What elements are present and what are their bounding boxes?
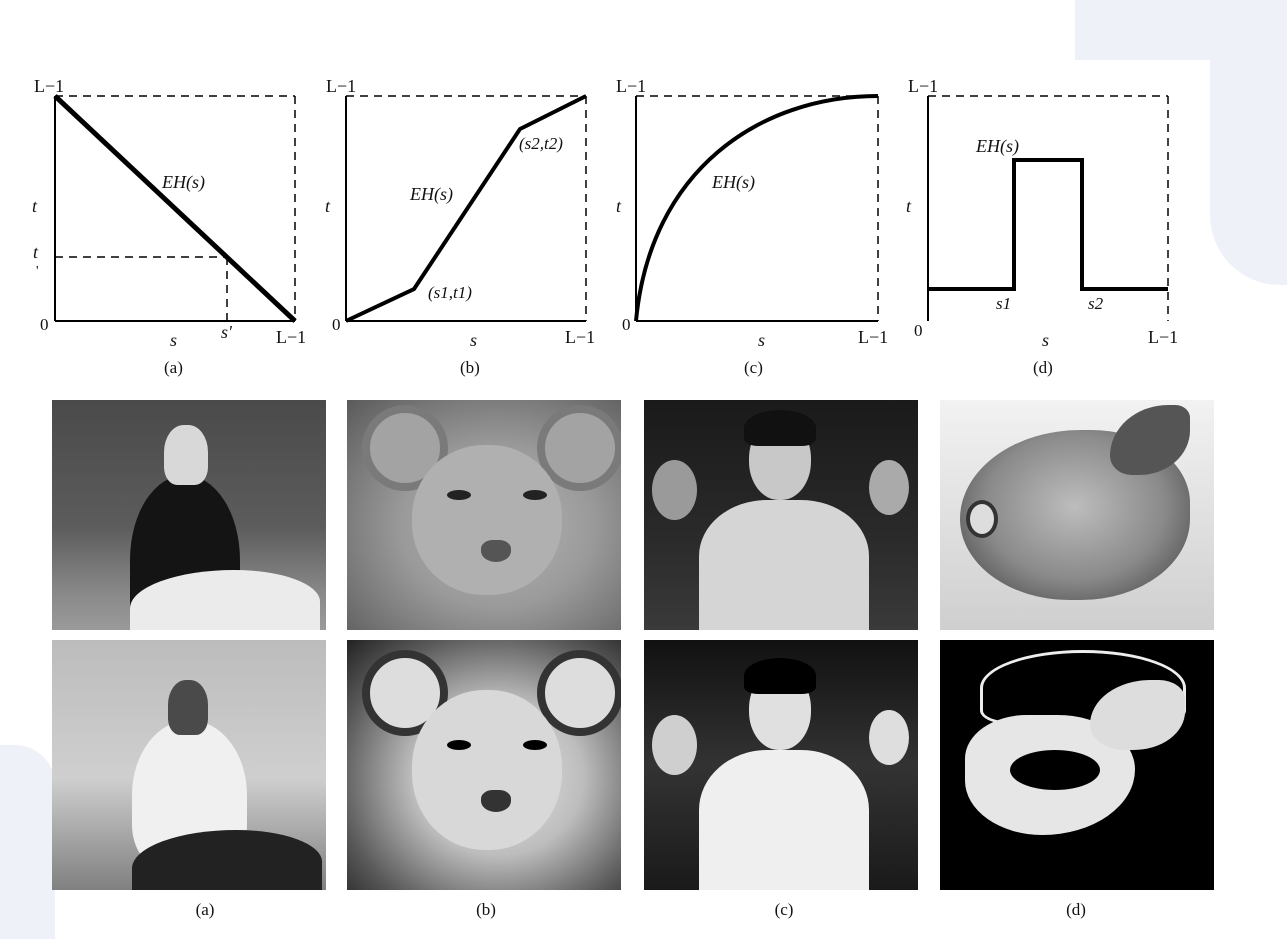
woman-dress (699, 500, 869, 630)
man-processed-right (869, 710, 909, 765)
lion-processed-eye-left (447, 740, 471, 750)
plot-d-top-label: L−1 (908, 76, 938, 96)
plot-d: L−1 EH(s) t s1 s2 0 s L−1 (906, 76, 1178, 350)
plot-b-x-max-label: L−1 (565, 327, 595, 347)
lion-processed-nose (481, 790, 511, 812)
lion-eye-left (447, 490, 471, 500)
woman-hair (744, 410, 816, 446)
plot-a-t-prime: t (33, 242, 39, 262)
plot-a-caption: (a) (164, 358, 183, 377)
plot-d-curve-label: EH(s) (975, 136, 1019, 157)
eagle-processed-base (132, 830, 322, 890)
man-processed-left (652, 715, 697, 775)
man-right (869, 460, 909, 515)
plot-c-caption: (c) (744, 358, 763, 377)
plot-d-x-max-label: L−1 (1148, 327, 1178, 347)
plot-a-top-label: L−1 (34, 76, 64, 96)
plot-a-t-prime-mark: ' (36, 264, 39, 279)
image-caption-d: (d) (1066, 900, 1086, 919)
plot-a-y-label: t (32, 196, 38, 216)
plot-b-caption: (b) (460, 358, 480, 377)
plot-b-point2: (s2,t2) (519, 134, 563, 153)
plot-b-y-label: t (325, 196, 331, 216)
eagle-processed-head (168, 680, 208, 735)
lion-processed-ear-right (537, 650, 621, 736)
plot-c-curve (634, 94, 879, 322)
image-caption-b: (b) (476, 900, 496, 919)
plot-a: L−1 EH(s) t t ' 0 s s' L−1 (32, 76, 306, 350)
plot-b: L−1 EH(s) (s2,t2) (s1,t1) t 0 s L−1 (325, 76, 595, 350)
plot-b-x-label: s (470, 330, 477, 350)
plot-a-s-prime: s' (221, 322, 233, 342)
lion-eye-right (523, 490, 547, 500)
lion-processed-face (412, 690, 562, 850)
plot-a-x-label: s (170, 330, 177, 350)
plot-c-x-label: s (758, 330, 765, 350)
transfer-function-plots: L−1 EH(s) t t ' 0 s s' L−1 L−1 EH(s) (s2… (32, 76, 1178, 377)
lion-cub-original-photo (347, 400, 621, 630)
plot-d-caption: (d) (1033, 358, 1053, 377)
plot-a-curve (53, 94, 297, 323)
fish-processed-dark-spot (1010, 750, 1100, 790)
lion-ear-right (537, 405, 621, 491)
plot-b-point1: (s1,t1) (428, 283, 472, 302)
plot-b-curve (345, 94, 587, 323)
plot-a-origin-label: 0 (40, 315, 49, 334)
fish-original-photo (940, 400, 1214, 630)
plot-d-x-label: s (1042, 330, 1049, 350)
lion-processed-ear-left (362, 650, 448, 736)
plot-b-curve-label: EH(s) (409, 184, 453, 205)
fish-eye (966, 500, 998, 538)
plot-a-x-max-label: L−1 (276, 327, 306, 347)
image-caption-a: (a) (195, 900, 215, 919)
lion-cub-processed-photo (347, 640, 621, 890)
woman-processed-dress (699, 750, 869, 890)
plot-c-x-max-label: L−1 (858, 327, 888, 347)
eagle-processed-photo (52, 640, 326, 890)
man-left (652, 460, 697, 520)
plot-b-top-label: L−1 (326, 76, 356, 96)
fish-fin (1110, 405, 1190, 475)
audrey-processed-photo (644, 640, 918, 890)
eagle-original-photo (52, 400, 326, 630)
plot-c: L−1 EH(s) t 0 s L−1 (616, 76, 888, 350)
image-caption-c: (c) (774, 900, 794, 919)
lion-face (412, 445, 562, 595)
lion-processed-eye-right (523, 740, 547, 750)
audrey-original-photo (644, 400, 918, 630)
plot-d-s1: s1 (996, 294, 1011, 313)
plot-d-origin-label: 0 (914, 321, 923, 340)
plot-a-curve-label: EH(s) (161, 172, 205, 193)
plot-b-origin-label: 0 (332, 315, 341, 334)
eagle-head (164, 425, 208, 485)
plot-c-origin-label: 0 (622, 315, 631, 334)
plot-d-s2: s2 (1088, 294, 1104, 313)
lion-ear-left (362, 405, 448, 491)
lion-nose (481, 540, 511, 562)
plot-d-y-label: t (906, 196, 912, 216)
decor-shape-bottom-left (0, 745, 55, 939)
plot-c-curve-label: EH(s) (711, 172, 755, 193)
plot-d-curve (928, 158, 1168, 291)
plot-c-top-label: L−1 (616, 76, 646, 96)
fish-processed-photo (940, 640, 1214, 890)
woman-processed-hair (744, 658, 816, 694)
plot-c-y-label: t (616, 196, 622, 216)
eagle-white-feathers (130, 570, 320, 630)
